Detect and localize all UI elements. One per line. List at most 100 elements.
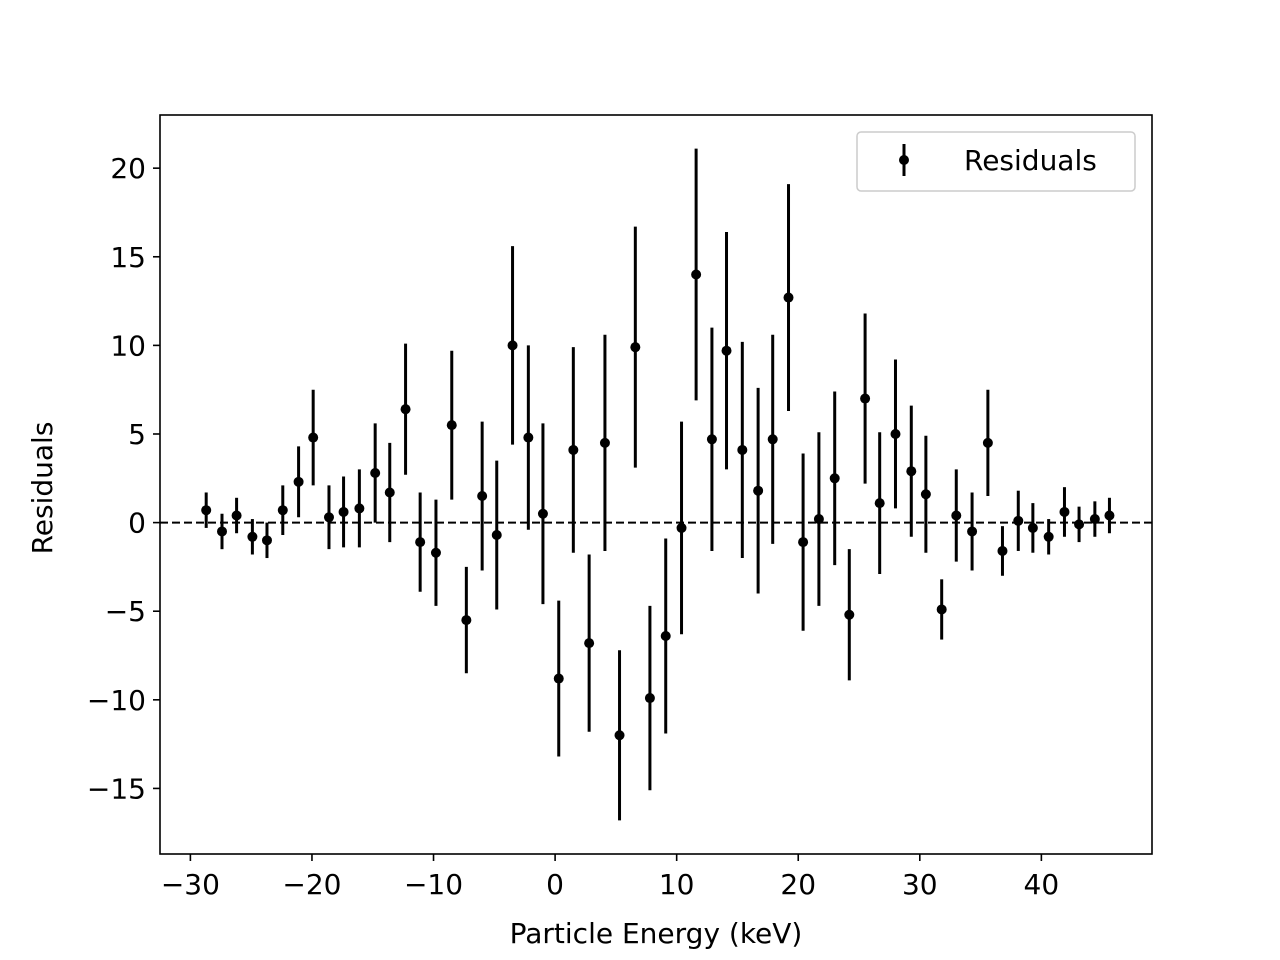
data-point (201, 492, 212, 528)
x-tick-label: 10 (659, 868, 695, 901)
residual-marker (783, 292, 794, 303)
residual-marker (1104, 510, 1115, 521)
data-point (676, 421, 687, 635)
residual-marker (982, 437, 993, 448)
residual-marker (1074, 519, 1085, 530)
data-point (400, 343, 411, 475)
data-point (523, 345, 534, 530)
residual-marker (217, 526, 227, 537)
data-point (614, 650, 625, 821)
data-point (1013, 490, 1024, 551)
residual-marker (844, 609, 855, 620)
residual-marker (293, 476, 304, 487)
data-point (997, 526, 1008, 576)
residual-marker (231, 510, 242, 521)
y-tick-label: −10 (87, 684, 146, 717)
data-point (860, 313, 871, 484)
residual-marker (384, 487, 395, 498)
data-point (920, 435, 931, 553)
residual-marker (906, 466, 917, 477)
data-point (813, 432, 824, 606)
y-tick-label: 0 (128, 507, 146, 540)
data-point (231, 497, 242, 534)
data-point (798, 453, 809, 631)
residual-marker (568, 444, 579, 455)
data-point (584, 554, 595, 732)
x-tick-label: 30 (902, 868, 938, 901)
x-tick-label: 40 (1024, 868, 1060, 901)
legend-box (856, 131, 1136, 192)
data-point (951, 469, 962, 562)
data-point (277, 485, 288, 536)
data-point (537, 423, 548, 605)
data-point (247, 519, 258, 555)
residual-marker (491, 530, 502, 541)
data-point (599, 334, 610, 551)
residual-marker (829, 473, 840, 484)
residual-marker (874, 498, 885, 509)
x-tick-label: −20 (282, 868, 341, 901)
data-point (507, 246, 518, 445)
data-point (890, 359, 901, 509)
data-point (1059, 487, 1070, 537)
data-point (967, 492, 978, 571)
data-point (430, 499, 441, 606)
residual-marker (323, 512, 334, 523)
x-tick-label: 20 (780, 868, 816, 901)
data-point (844, 549, 855, 681)
residual-marker (798, 537, 809, 548)
residual-marker (338, 506, 349, 517)
x-tick-label: 0 (546, 868, 564, 901)
y-tick-label: 20 (110, 152, 146, 185)
data-point (753, 387, 764, 594)
residual-marker (890, 428, 901, 439)
residual-marker (553, 673, 564, 684)
residual-marker (630, 342, 641, 353)
data-point (461, 566, 472, 674)
residual-marker (477, 491, 488, 502)
legend-label: Residuals (964, 144, 1097, 177)
residual-marker (644, 693, 655, 704)
data-point (293, 446, 304, 518)
data-point (630, 226, 641, 468)
residual-marker (813, 514, 824, 525)
data-point (982, 389, 993, 497)
residual-marker (370, 467, 381, 478)
residual-marker (277, 505, 288, 516)
residual-marker (1013, 515, 1024, 526)
data-point (415, 492, 426, 592)
x-tick-label: −10 (404, 868, 463, 901)
data-point (446, 350, 457, 500)
residual-marker (201, 505, 212, 516)
residual-marker (247, 531, 258, 542)
data-point (370, 423, 381, 523)
legend: Residuals (856, 131, 1136, 192)
plot-area (160, 148, 1152, 821)
data-point (906, 405, 917, 537)
data-point (783, 184, 794, 411)
residual-marker (706, 434, 717, 445)
residual-marker (767, 434, 778, 445)
residual-marker (737, 444, 748, 455)
data-point (737, 341, 748, 559)
residual-marker (1043, 531, 1054, 542)
y-tick-label: 5 (128, 418, 146, 451)
residual-marker (936, 604, 947, 615)
y-tick-label: −5 (105, 595, 146, 628)
data-point (553, 600, 564, 757)
data-point (721, 231, 732, 470)
y-axis-ticks: −15 −10 −5 0 5 10 15 20 (87, 152, 160, 805)
residual-marker (400, 404, 411, 415)
residual-marker (415, 537, 426, 548)
residual-marker (261, 535, 272, 546)
data-point (1104, 497, 1115, 534)
legend-marker-icon (899, 155, 909, 165)
residual-marker (920, 489, 931, 500)
residual-marker (430, 547, 441, 558)
data-point (767, 334, 778, 544)
residual-marker (997, 545, 1008, 556)
data-point (644, 605, 655, 791)
data-point (706, 327, 717, 551)
data-point (261, 522, 272, 559)
